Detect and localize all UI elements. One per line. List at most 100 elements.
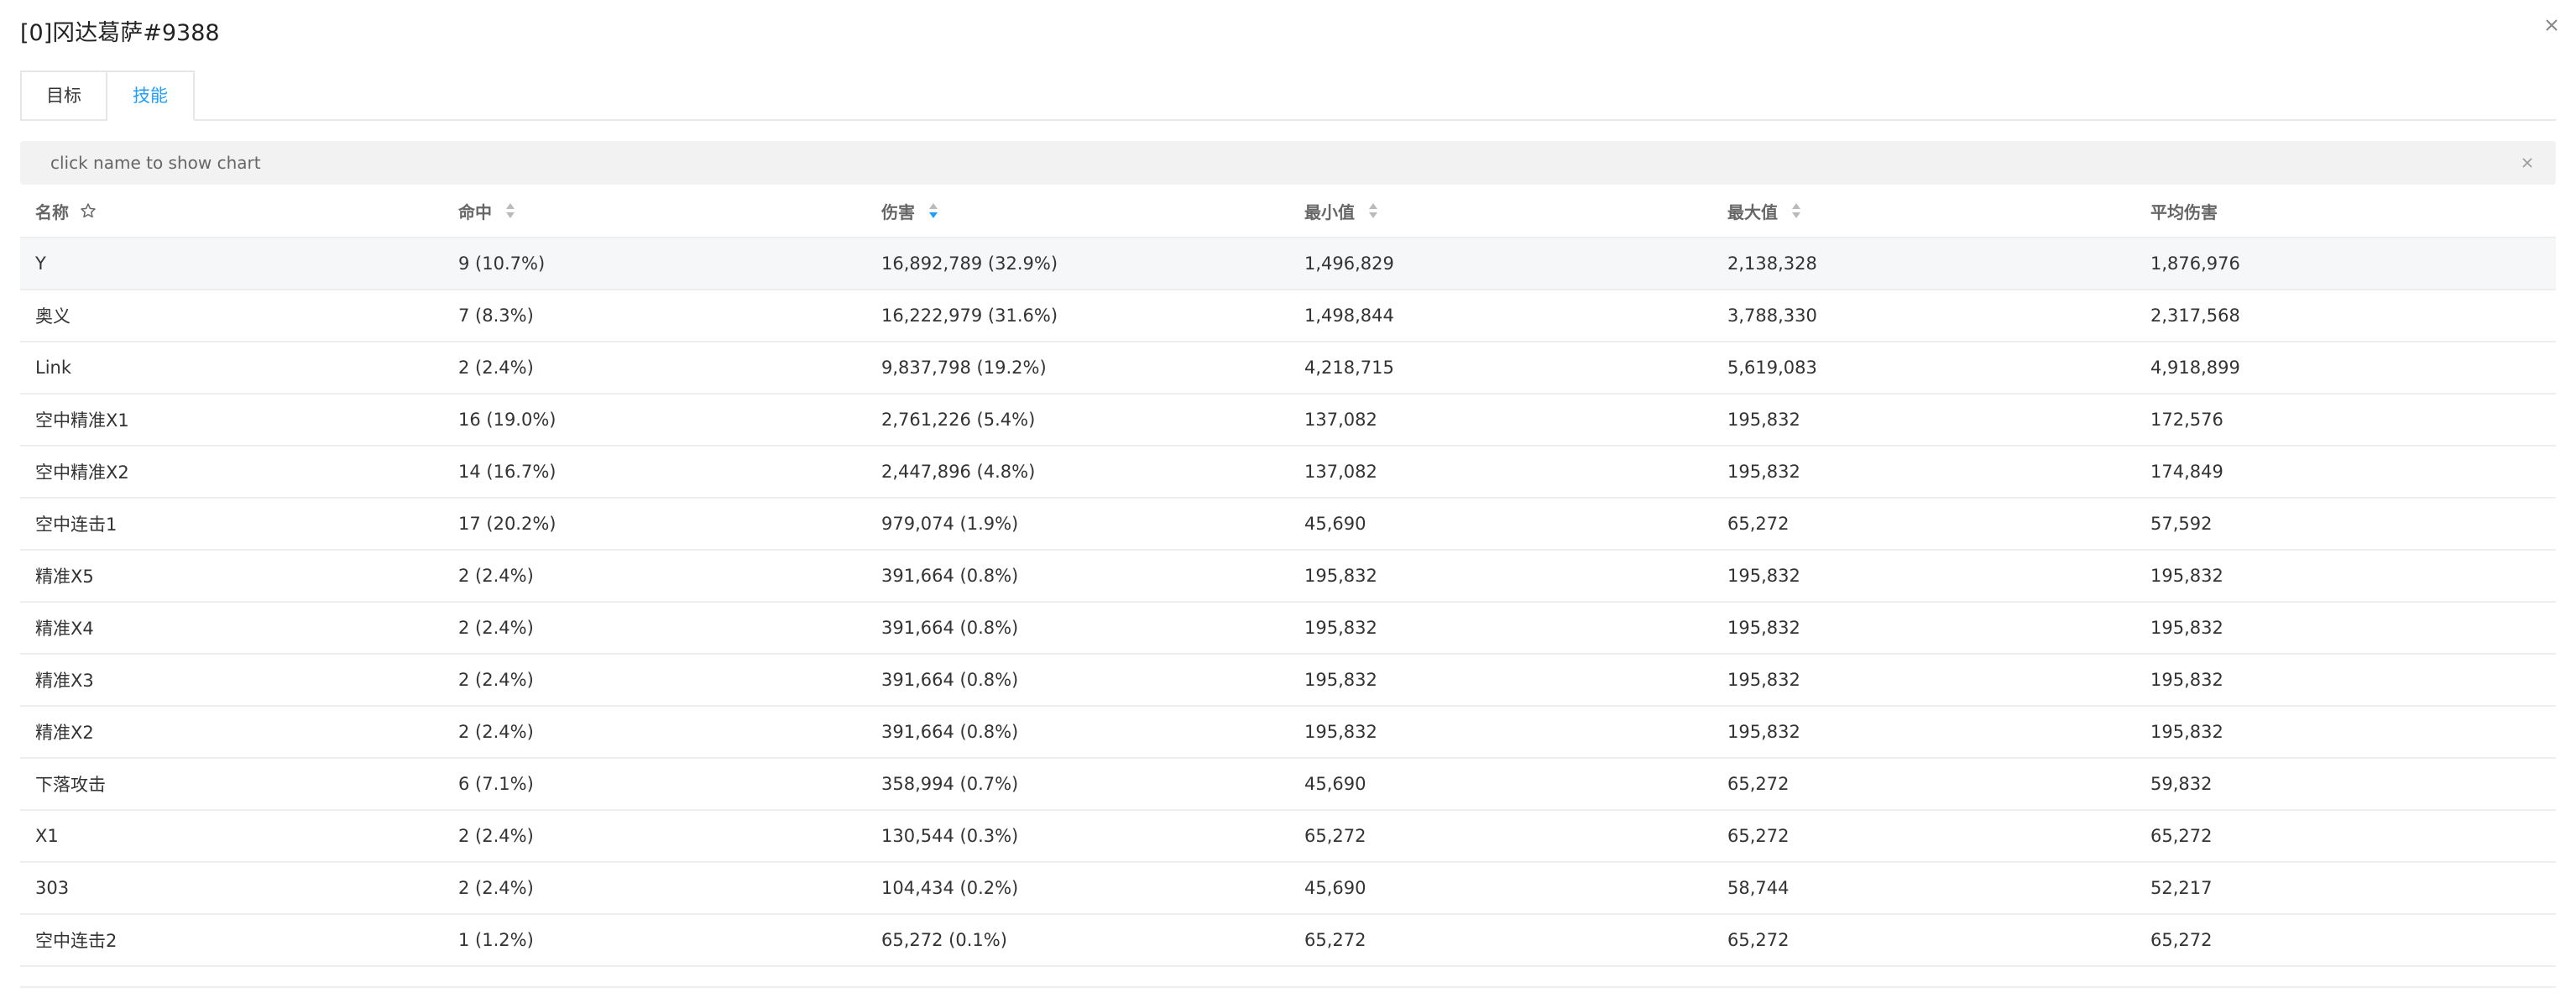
avg-cell: 52,217: [2135, 862, 2556, 915]
sort-desc-icon[interactable]: [927, 201, 939, 220]
close-icon[interactable]: [2540, 13, 2563, 37]
avg-cell: 195,832: [2135, 706, 2556, 759]
damage-cell: 2,447,896 (4.8%): [866, 446, 1289, 499]
skill-name-cell[interactable]: 下落攻击: [20, 758, 443, 811]
table-row[interactable]: 精准X3 2 (2.4%) 391,664 (0.8%) 195,832 195…: [20, 654, 2556, 707]
hits-cell: 14 (16.7%): [443, 446, 866, 499]
table-row[interactable]: 精准X5 2 (2.4%) 391,664 (0.8%) 195,832 195…: [20, 550, 2556, 603]
tab-bar: 目标 技能: [20, 71, 2556, 121]
divider: [20, 986, 2556, 988]
avg-cell: 1,876,976: [2135, 238, 2556, 290]
hits-cell: 2 (2.4%): [443, 550, 866, 603]
min-cell: 195,832: [1289, 550, 1712, 603]
hits-cell: 6 (7.1%): [443, 758, 866, 811]
sort-icon[interactable]: [504, 201, 516, 220]
skill-name-cell[interactable]: 精准X2: [20, 706, 443, 759]
min-cell: 45,690: [1289, 862, 1712, 915]
min-cell: 4,218,715: [1289, 342, 1712, 394]
avg-cell: 65,272: [2135, 810, 2556, 863]
page-title: [0]冈达葛萨#9388: [20, 20, 220, 46]
damage-cell: 16,222,979 (31.6%): [866, 290, 1289, 342]
avg-cell: 2,317,568: [2135, 290, 2556, 342]
damage-cell: 391,664 (0.8%): [866, 706, 1289, 759]
avg-cell: 172,576: [2135, 394, 2556, 447]
min-cell: 65,272: [1289, 914, 1712, 967]
hits-cell: 2 (2.4%): [443, 706, 866, 759]
table-row[interactable]: X1 2 (2.4%) 130,544 (0.3%) 65,272 65,272…: [20, 810, 2556, 863]
hits-cell: 2 (2.4%): [443, 342, 866, 394]
min-cell: 195,832: [1289, 706, 1712, 759]
hits-cell: 7 (8.3%): [443, 290, 866, 342]
sort-icon[interactable]: [1367, 201, 1379, 220]
skill-name-cell[interactable]: 奥义: [20, 290, 443, 342]
hits-cell: 2 (2.4%): [443, 810, 866, 863]
max-cell: 65,272: [1712, 498, 2135, 551]
skill-name-cell[interactable]: X1: [20, 810, 443, 863]
hint-bar: click name to show chart: [20, 141, 2556, 185]
damage-cell: 104,434 (0.2%): [866, 862, 1289, 915]
min-cell: 1,496,829: [1289, 238, 1712, 290]
skill-name-cell[interactable]: 空中精准X2: [20, 446, 443, 499]
tab-skills[interactable]: 技能: [107, 71, 195, 121]
table-row[interactable]: 空中连击1 17 (20.2%) 979,074 (1.9%) 45,690 6…: [20, 498, 2556, 551]
column-header-avg: 平均伤害: [2135, 185, 2556, 238]
skill-name-cell[interactable]: 精准X3: [20, 654, 443, 707]
column-header-name[interactable]: 名称: [20, 185, 443, 238]
skill-name-cell[interactable]: 精准X4: [20, 602, 443, 655]
min-cell: 137,082: [1289, 446, 1712, 499]
hits-cell: 16 (19.0%): [443, 394, 866, 447]
close-hint-icon[interactable]: [2519, 154, 2536, 171]
min-cell: 195,832: [1289, 602, 1712, 655]
damage-cell: 130,544 (0.3%): [866, 810, 1289, 863]
skill-name-cell[interactable]: 空中精准X1: [20, 394, 443, 447]
table-row[interactable]: 空中精准X2 14 (16.7%) 2,447,896 (4.8%) 137,0…: [20, 446, 2556, 499]
tab-targets[interactable]: 目标: [20, 71, 107, 119]
max-cell: 195,832: [1712, 654, 2135, 707]
damage-cell: 391,664 (0.8%): [866, 550, 1289, 603]
max-cell: 195,832: [1712, 446, 2135, 499]
min-cell: 1,498,844: [1289, 290, 1712, 342]
table-row[interactable]: 精准X4 2 (2.4%) 391,664 (0.8%) 195,832 195…: [20, 602, 2556, 655]
column-header-hits[interactable]: 命中: [443, 185, 866, 238]
hits-cell: 17 (20.2%): [443, 498, 866, 551]
min-cell: 137,082: [1289, 394, 1712, 447]
table-row[interactable]: Y 9 (10.7%) 16,892,789 (32.9%) 1,496,829…: [20, 238, 2556, 290]
skills-table: 名称 命中 伤害 最小值: [20, 185, 2556, 967]
min-cell: 45,690: [1289, 758, 1712, 811]
damage-cell: 2,761,226 (5.4%): [866, 394, 1289, 447]
skill-name-cell[interactable]: Link: [20, 342, 443, 394]
skill-name-cell[interactable]: 精准X5: [20, 550, 443, 603]
column-header-damage[interactable]: 伤害: [866, 185, 1289, 238]
damage-cell: 9,837,798 (19.2%): [866, 342, 1289, 394]
column-header-min[interactable]: 最小值: [1289, 185, 1712, 238]
table-row[interactable]: Link 2 (2.4%) 9,837,798 (19.2%) 4,218,71…: [20, 342, 2556, 394]
min-cell: 195,832: [1289, 654, 1712, 707]
table-row[interactable]: 精准X2 2 (2.4%) 391,664 (0.8%) 195,832 195…: [20, 706, 2556, 759]
hits-cell: 9 (10.7%): [443, 238, 866, 290]
max-cell: 195,832: [1712, 602, 2135, 655]
column-header-max[interactable]: 最大值: [1712, 185, 2135, 238]
skill-name-cell[interactable]: Y: [20, 238, 443, 290]
table-row[interactable]: 空中连击2 1 (1.2%) 65,272 (0.1%) 65,272 65,2…: [20, 914, 2556, 967]
damage-cell: 391,664 (0.8%): [866, 602, 1289, 655]
skill-name-cell[interactable]: 303: [20, 862, 443, 915]
max-cell: 3,788,330: [1712, 290, 2135, 342]
min-cell: 45,690: [1289, 498, 1712, 551]
table-row[interactable]: 303 2 (2.4%) 104,434 (0.2%) 45,690 58,74…: [20, 862, 2556, 915]
skill-name-cell[interactable]: 空中连击2: [20, 914, 443, 967]
hint-text: click name to show chart: [50, 153, 261, 173]
avg-cell: 65,272: [2135, 914, 2556, 967]
skill-name-cell[interactable]: 空中连击1: [20, 498, 443, 551]
hits-cell: 1 (1.2%): [443, 914, 866, 967]
table-row[interactable]: 奥义 7 (8.3%) 16,222,979 (31.6%) 1,498,844…: [20, 290, 2556, 342]
table-row[interactable]: 下落攻击 6 (7.1%) 358,994 (0.7%) 45,690 65,2…: [20, 758, 2556, 811]
avg-cell: 4,918,899: [2135, 342, 2556, 394]
damage-cell: 65,272 (0.1%): [866, 914, 1289, 967]
avg-cell: 59,832: [2135, 758, 2556, 811]
max-cell: 65,272: [1712, 810, 2135, 863]
hits-cell: 2 (2.4%): [443, 602, 866, 655]
max-cell: 2,138,328: [1712, 238, 2135, 290]
star-icon[interactable]: [80, 202, 97, 219]
table-row[interactable]: 空中精准X1 16 (19.0%) 2,761,226 (5.4%) 137,0…: [20, 394, 2556, 447]
sort-icon[interactable]: [1790, 201, 1802, 220]
